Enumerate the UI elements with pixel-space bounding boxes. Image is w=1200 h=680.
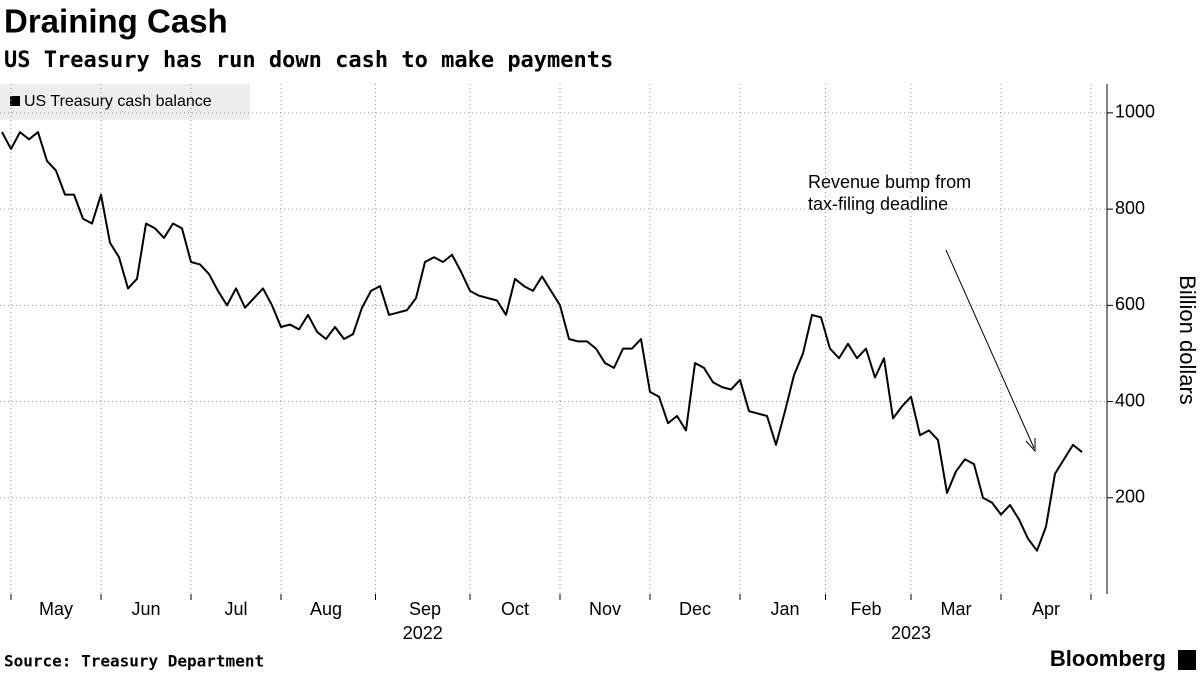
series-line — [1, 131, 1083, 552]
legend-box — [0, 84, 250, 120]
y-tick-label: 800 — [1115, 198, 1145, 218]
year-label: 2022 — [403, 623, 443, 643]
annotation-arrow — [945, 249, 1035, 449]
annotation-line: tax-filing deadline — [808, 194, 948, 214]
y-tick-label: 600 — [1115, 294, 1145, 314]
x-tick-label: Mar — [941, 599, 972, 619]
legend-label: US Treasury cash balance — [24, 93, 212, 110]
x-tick-label: Apr — [1032, 599, 1060, 619]
x-tick-label: May — [39, 599, 73, 619]
y-axis-label: Billion dollars — [1175, 275, 1200, 405]
x-tick-label: Nov — [589, 599, 621, 619]
x-tick-label: Jan — [770, 599, 799, 619]
chart-title: Draining Cash — [4, 3, 228, 40]
y-tick-label: 1000 — [1115, 102, 1155, 122]
year-label: 2023 — [891, 623, 931, 643]
x-tick-label: Jul — [224, 599, 247, 619]
source: Source: Treasury Department — [4, 652, 264, 671]
brand-icon — [1178, 650, 1196, 670]
x-tick-label: Oct — [501, 599, 529, 619]
y-tick-label: 200 — [1115, 487, 1145, 507]
annotation-line: Revenue bump from — [808, 172, 971, 192]
x-tick-label: Dec — [679, 599, 711, 619]
brand: Bloomberg — [1050, 646, 1166, 671]
x-tick-label: Sep — [409, 599, 441, 619]
x-tick-label: Jun — [131, 599, 160, 619]
x-tick-label: Aug — [310, 599, 342, 619]
arrow-head — [1025, 438, 1036, 453]
annotation: Revenue bump from tax-filing deadline — [808, 172, 971, 214]
x-tick-label: Feb — [850, 599, 881, 619]
legend-swatch — [10, 96, 20, 106]
y-tick-label: 400 — [1115, 390, 1145, 410]
chart-subtitle: US Treasury has run down cash to make pa… — [4, 48, 613, 73]
